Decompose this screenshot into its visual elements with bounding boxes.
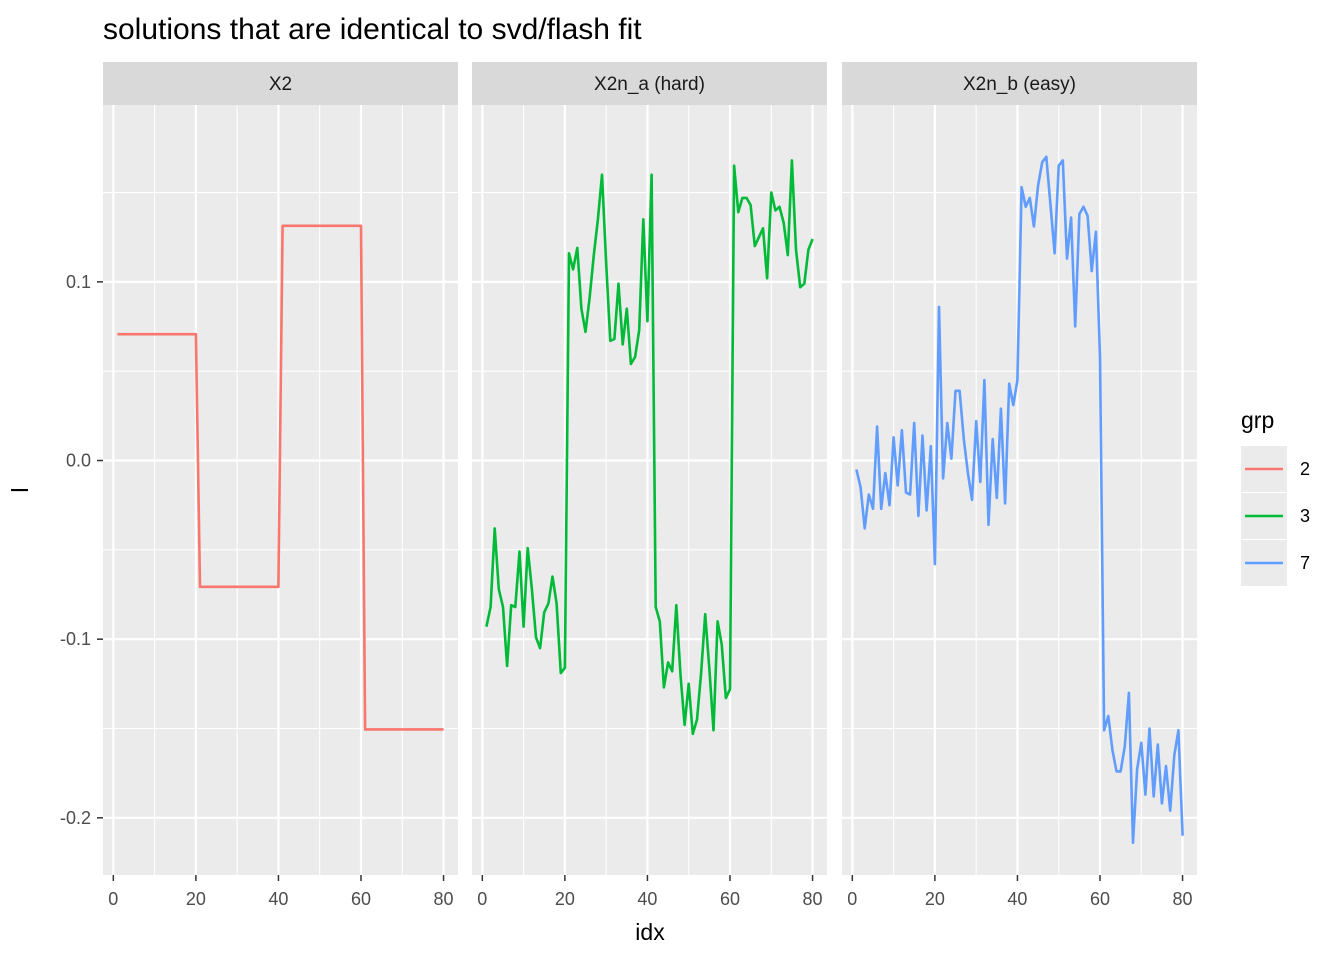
legend-label: 2	[1300, 459, 1310, 479]
facet-panel-2: X2n_a (hard) 0 20 40 60 80	[472, 62, 827, 909]
y-tick-label: -0.2	[60, 808, 91, 828]
x-tick-label: 20	[186, 889, 206, 909]
x-tick-label: 0	[108, 889, 118, 909]
series-line-grp-2	[117, 224, 444, 731]
facet-strip	[103, 62, 458, 105]
legend-label: 7	[1300, 553, 1310, 573]
x-tick-label: 20	[555, 889, 575, 909]
x-tick-label: 0	[477, 889, 487, 909]
x-tick-label: 40	[268, 889, 288, 909]
series-line-grp-3	[485, 159, 814, 736]
legend: grp 2 3 7	[1241, 407, 1310, 586]
legend-title: grp	[1241, 407, 1274, 433]
x-tick-label: 40	[1007, 889, 1027, 909]
x-tick-label: 80	[1173, 889, 1193, 909]
facet-panel-1: X2 0 20 40 60 80	[103, 62, 458, 909]
legend-label: 3	[1300, 506, 1310, 526]
facet-strip-label: X2n_b (easy)	[963, 74, 1076, 95]
x-tick-label: 80	[434, 889, 454, 909]
x-tick-label: 60	[1090, 889, 1110, 909]
facet-strip-label: X2n_a (hard)	[594, 74, 705, 95]
x-tick-label: 60	[351, 889, 371, 909]
facet-strip	[842, 62, 1197, 105]
x-tick-label: 40	[637, 889, 657, 909]
facet-panel-3: X2n_b (easy) 0 20 40 60 80	[842, 62, 1197, 909]
x-tick-label: 60	[720, 889, 740, 909]
x-tick-label: 0	[847, 889, 857, 909]
y-tick-label: -0.1	[60, 629, 91, 649]
y-axis-title: l	[7, 487, 33, 492]
facet-strip	[472, 62, 827, 105]
y-tick-label: 0.1	[66, 272, 91, 292]
y-tick-label: 0.0	[66, 451, 91, 471]
facet-strip-label: X2	[269, 74, 292, 95]
series-line-grp-7	[855, 155, 1184, 845]
x-axis-title: idx	[635, 919, 665, 945]
chart-title: solutions that are identical to svd/flas…	[103, 13, 642, 46]
x-tick-label: 80	[803, 889, 823, 909]
x-tick-label: 20	[925, 889, 945, 909]
